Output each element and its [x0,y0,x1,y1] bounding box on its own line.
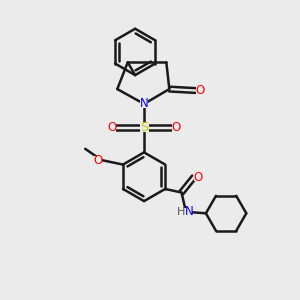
FancyBboxPatch shape [196,86,204,95]
Text: N: N [184,205,193,218]
FancyBboxPatch shape [172,124,181,132]
Text: O: O [193,170,203,184]
Text: O: O [195,84,205,97]
Text: H: H [176,207,185,217]
Text: N: N [140,98,148,110]
Text: O: O [93,154,103,166]
Text: O: O [107,121,117,134]
FancyBboxPatch shape [179,208,192,216]
Text: O: O [172,121,181,134]
FancyBboxPatch shape [194,173,202,181]
FancyBboxPatch shape [140,123,148,132]
FancyBboxPatch shape [94,156,102,164]
FancyBboxPatch shape [107,124,116,132]
Text: S: S [140,121,148,134]
FancyBboxPatch shape [140,100,148,108]
